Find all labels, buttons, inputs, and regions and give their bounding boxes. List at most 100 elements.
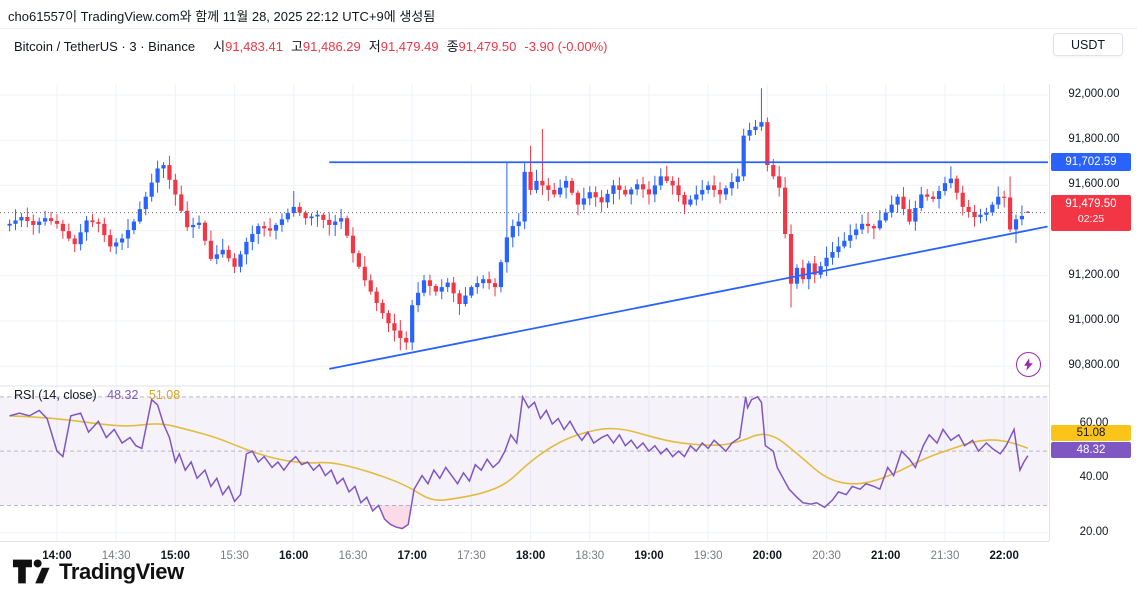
candle-up <box>256 226 261 234</box>
candle-up <box>196 222 202 225</box>
candle-down <box>954 178 959 193</box>
price-tick-label: 20.00 <box>1079 525 1109 538</box>
candle-down <box>966 206 971 212</box>
candle-up <box>700 189 705 195</box>
time-tick-label: 15:30 <box>220 550 249 562</box>
candle-up <box>309 216 314 219</box>
candle-up <box>913 208 918 222</box>
candle-down <box>907 209 912 222</box>
candle-down <box>599 197 604 203</box>
candle-down <box>812 263 817 275</box>
candle-down <box>783 187 788 234</box>
candle-up <box>421 280 427 293</box>
candle-down <box>262 226 267 229</box>
candle-up <box>475 283 480 288</box>
boost-button[interactable] <box>1016 352 1041 377</box>
rsi-oversold-area <box>380 505 411 529</box>
rsi-title: RSI (14, close) <box>14 388 97 402</box>
tradingview-logo-icon <box>12 559 50 584</box>
candle-down <box>202 222 208 241</box>
candle-down <box>386 313 391 324</box>
candle-up <box>706 185 711 190</box>
candle-down <box>392 323 397 331</box>
candle-up <box>747 130 752 136</box>
candle-up <box>735 176 740 183</box>
symbol-title[interactable]: Bitcoin / TetherUS · 3 · Binance <box>14 39 196 54</box>
time-tick-label: 17:00 <box>397 550 427 562</box>
candle-up <box>1013 219 1019 230</box>
time-tick-label: 20:00 <box>752 550 783 562</box>
candle-down <box>617 185 622 190</box>
candle-down <box>552 189 557 195</box>
candle-down <box>865 223 871 227</box>
rsi-value: 48.32 <box>107 388 139 402</box>
candle-down <box>179 194 184 211</box>
ohlc-value: 91,479.50 <box>458 39 517 54</box>
candle-down <box>451 282 456 294</box>
time-tick-label: 20:30 <box>812 550 841 562</box>
candle-down <box>380 302 385 314</box>
candle-up <box>895 196 900 205</box>
candle-up <box>149 182 154 197</box>
rsi-value-axis-label: 48.32 <box>1051 442 1131 458</box>
currency-toggle-button[interactable]: USDT <box>1053 33 1123 56</box>
candle-down <box>1025 211 1030 213</box>
ohlc-label: 고 <box>290 39 303 54</box>
price-axis[interactable]: 91,702.59 91,479.50 02:25 51.08 48.32 92… <box>1049 84 1137 541</box>
logo-text: TradingView <box>59 559 184 584</box>
ohlc-label: 시 <box>213 39 226 54</box>
time-tick-label: 21:30 <box>930 550 960 562</box>
candle-up <box>729 182 734 189</box>
candle-up <box>629 189 634 195</box>
candle-up <box>143 196 148 210</box>
candle-up <box>214 254 219 259</box>
candle-up <box>978 214 983 218</box>
candle-down <box>60 223 65 232</box>
candle-up <box>635 184 640 190</box>
candle-up <box>759 122 764 127</box>
candle-up <box>558 187 563 195</box>
candle-down <box>717 189 723 195</box>
candle-down <box>492 283 498 288</box>
candle-up <box>984 212 989 215</box>
candle-up <box>1019 215 1025 220</box>
time-tick-label: 17:30 <box>456 550 486 562</box>
chart-area[interactable]: RSI (14, close) 48.32 51.08 91,702.59 91… <box>0 56 1137 572</box>
rsi-ma-value: 51.08 <box>148 388 181 402</box>
candle-up <box>605 193 610 203</box>
candlestick-and-rsi-chart[interactable] <box>0 84 1049 541</box>
candle-up <box>522 171 527 222</box>
candle-up <box>273 224 279 231</box>
candle-down <box>771 165 776 177</box>
countdown: 02:25 <box>1077 213 1105 225</box>
footer: TradingView <box>12 552 184 592</box>
candle-up <box>155 168 160 183</box>
candle-down <box>66 231 71 239</box>
candle-down <box>321 214 326 220</box>
candle-down <box>670 180 675 186</box>
price-tick-label: 90,800.00 <box>1068 359 1120 372</box>
candle-down <box>960 192 965 207</box>
candle-up <box>842 240 847 247</box>
candle-down <box>800 267 805 280</box>
candle-up <box>463 295 468 305</box>
candle-down <box>48 218 54 221</box>
last-price-value: 91,479.50 <box>1065 198 1117 210</box>
candle-down <box>711 185 717 190</box>
candle-down <box>925 194 930 197</box>
candle-up <box>137 209 142 222</box>
tradingview-logo[interactable]: TradingView <box>12 557 184 587</box>
candle-up <box>688 199 693 205</box>
candle-up <box>445 282 450 288</box>
candle-down <box>31 220 36 225</box>
candle-up <box>936 191 942 199</box>
candle-down <box>640 184 646 190</box>
candle-down <box>327 219 332 225</box>
time-axis[interactable]: 14:00 14:30 15:00 15:30 16:00 16:30 17:00 17:30… <box>0 541 1049 573</box>
candle-up <box>723 188 729 195</box>
candle-up <box>19 217 24 221</box>
candle-down <box>344 218 350 236</box>
candle-up <box>942 183 948 192</box>
time-tick-label: 21:00 <box>871 550 901 562</box>
candle-up <box>990 204 995 213</box>
